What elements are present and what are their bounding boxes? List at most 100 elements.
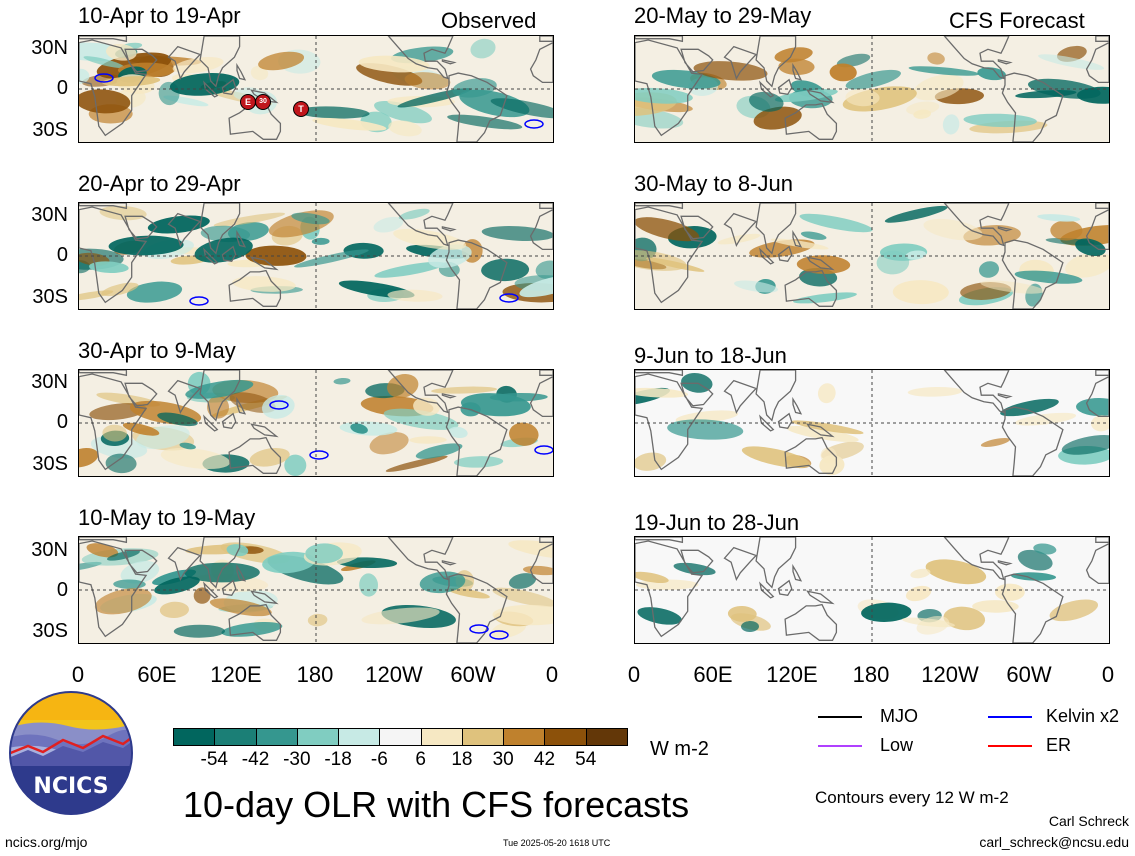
olr-anomaly-shading [262,551,316,574]
olr-anomaly-shading [245,245,307,266]
lon-label-60e: 60E [137,662,177,687]
olr-anomaly-shading [535,260,553,279]
lat-label-30s: 30S [32,620,68,642]
olr-anomaly-shading [447,114,523,130]
olr-anomaly-shading [1075,238,1106,257]
olr-anomaly-shading [980,438,1010,447]
olr-anomaly-shading [925,559,987,585]
kelvin-contour [189,296,209,306]
fc-panel-4-title: 19-Jun to 28-Jun [634,510,800,535]
coastline [635,203,1109,309]
olr-anomaly-shading [107,550,140,561]
olr-anomaly-shading [910,568,931,579]
olr-anomaly-shading [86,543,119,558]
olr-anomaly-shading [350,423,368,434]
colorbar-tick-label: 30 [492,749,514,770]
kelvin-contour [309,450,329,460]
lat-label-30s: 30S [32,119,68,141]
olr-anomaly-shading [83,56,125,69]
storm-marker: 30 [255,94,271,110]
lon-label-120e: 120E [210,662,262,687]
olr-anomaly-shading [398,208,430,220]
logo-text: NCICS [33,774,108,799]
lon-label-120e: 120E [766,662,818,687]
colorbar-swatch [338,728,381,746]
olr-anomaly-shading [741,446,811,469]
olr-anomaly-shading [1037,214,1081,222]
olr-anomaly-shading [635,387,689,398]
olr-anomaly-shading [901,617,955,628]
olr-anomaly-shading [172,57,224,74]
kelvin-contour [269,400,289,410]
kelvin-contour [469,624,489,634]
olr-anomaly-shading [179,442,196,450]
olr-anomaly-shading [793,292,857,304]
olr-anomaly-shading [470,38,496,59]
olr-anomaly-shading [923,218,983,241]
main-title: 10-day OLR with CFS forecasts [183,784,690,825]
kelvin-contour [524,119,544,129]
footer-site[interactable]: ncics.org/mjo [5,834,88,850]
olr-anomaly-shading [667,419,744,440]
lat-label-30n: 30N [31,204,68,226]
lat-label-eq: 0 [56,77,68,99]
kelvin-contour [499,293,519,303]
colorbar-unit: W m-2 [650,738,709,760]
colorbar-labels: -54 -42 -30 -18 -6 6 18 30 42 54 [173,750,627,772]
olr-anomaly-shading [409,436,447,444]
olr-anomaly-shading [261,394,295,419]
footer-email[interactable]: carl_schreck@ncsu.edu [979,834,1129,850]
footer-timestamp: Tue 2025-05-20 1618 UTC [503,838,611,848]
lat-label-30n: 30N [31,539,68,561]
olr-anomaly-shading [741,620,759,633]
olr-anomaly-shading [799,213,873,233]
olr-anomaly-shading [1010,572,1057,581]
legend-mjo: MJO [880,706,918,726]
olr-anomaly-shading [509,422,539,446]
olr-anomaly-shading [749,91,784,112]
olr-anomaly-shading [884,205,948,223]
coastline [79,370,553,476]
olr-anomaly-shading [774,47,813,63]
olr-anomaly-shading [845,69,901,90]
olr-anomaly-shading [1017,549,1053,571]
olr-anomaly-shading [185,379,254,399]
olr-anomaly-shading [108,235,184,256]
footer-author: Carl Schreck [1048,813,1129,829]
olr-anomaly-shading [1000,398,1059,417]
colorbar-tick-label: 6 [415,749,426,770]
olr-anomaly-shading [492,604,553,626]
olr-anomaly-shading [184,562,260,583]
olr-anomaly-shading [927,52,945,65]
olr-anomaly-shading [508,540,553,560]
coastline [635,370,1109,476]
legend-er-line [988,745,1032,747]
obs-panel-1-title: 10-Apr to 19-Apr [78,3,241,28]
colorbar [173,728,628,746]
olr-anomaly-shading [1038,54,1105,70]
olr-anomaly-shading [905,250,926,260]
olr-anomaly-shading [122,422,160,436]
lat-label-30s: 30S [32,286,68,308]
olr-anomaly-shading [105,453,137,474]
olr-anomaly-shading [1015,90,1077,99]
olr-anomaly-shading [397,88,472,108]
legend-kelvin-line [988,716,1032,718]
kelvin-contour [489,630,509,640]
lat-label-eq: 0 [56,411,68,433]
olr-anomaly-shading [492,587,553,607]
colorbar-tick-label: 54 [575,749,597,770]
olr-anomaly-shading [481,226,553,241]
olr-anomaly-shading [232,276,296,292]
olr-anomaly-shading [508,573,537,589]
colorbar-swatch [544,728,587,746]
olr-anomaly-shading [913,74,964,101]
forecast-label: CFS Forecast [949,8,1085,33]
olr-anomaly-shading [753,106,802,130]
coastline [79,537,553,643]
olr-anomaly-shading [79,89,131,114]
olr-anomaly-shading [727,605,757,622]
olr-anomaly-shading [963,113,1037,128]
coastline [635,537,1109,643]
olr-anomaly-shading [105,43,137,61]
